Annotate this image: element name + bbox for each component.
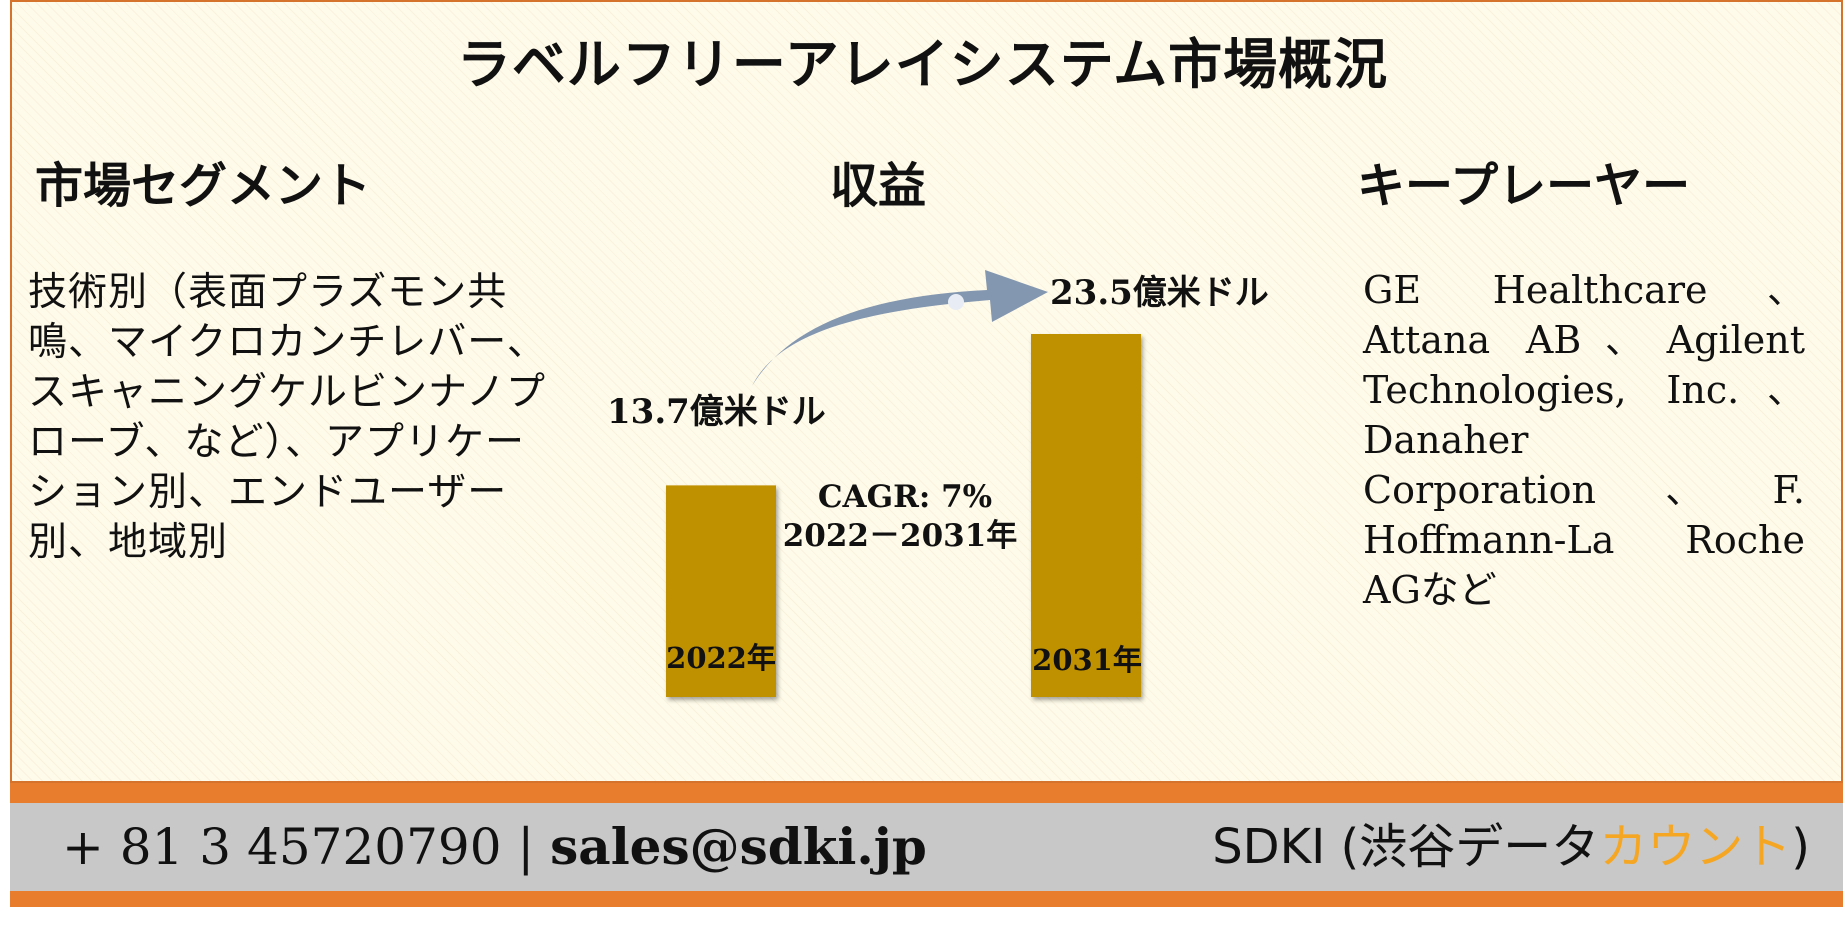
- bar-2022年: [666, 485, 776, 697]
- key-players-text: GE Healthcare、Attana AB、Agilent Technolo…: [1363, 268, 1805, 612]
- segments-text: 技術別（表面プラズモン共鳴、マイクロカンチレバー、スキャニングケルビンナノプロー…: [28, 270, 547, 565]
- bar-value-label-2031: 23.5億米ドル: [1050, 273, 1269, 313]
- arrow-dot: [948, 294, 964, 310]
- contact-info: + 81 3 45720790 | sales@sdki.jp: [62, 812, 927, 882]
- segments-heading: 市場セグメント: [35, 158, 372, 214]
- footer-band: [10, 803, 1843, 891]
- cagr-label: CAGR: 7%: [818, 479, 992, 515]
- page-title: ラベルフリーアレイシステム市場概況: [456, 32, 1389, 96]
- bar-value-label-2022: 13.7億米ドル: [607, 392, 826, 432]
- phone-number: + 81 3 45720790 |: [62, 818, 551, 876]
- cagr-period: 2022－2031年: [783, 518, 1018, 554]
- bar-2031年: [1031, 334, 1141, 697]
- revenue-heading: 収益: [830, 158, 927, 214]
- brand-suffix: ): [1791, 819, 1810, 875]
- revenue-chart: 13.7億米ドル 23.5億米ドル CAGR: 7% 2022－2031年 20…: [607, 270, 1269, 697]
- email-link[interactable]: sales@sdki.jp: [550, 817, 927, 876]
- category-label-2022: 2022年: [666, 641, 776, 675]
- footer-bottom-stripe: [10, 891, 1843, 907]
- overview-panel: [10, 0, 1843, 783]
- growth-arrow: [752, 270, 1048, 386]
- brand-name: SDKI (渋谷データカウント): [1212, 812, 1810, 882]
- brand-prefix: SDKI (渋谷データ: [1212, 819, 1600, 875]
- brand-accent: カウント: [1599, 819, 1792, 875]
- category-label-2031: 2031年: [1032, 643, 1142, 677]
- footer-top-stripe: [10, 783, 1843, 803]
- key-players-heading: キープレーヤー: [1357, 158, 1691, 214]
